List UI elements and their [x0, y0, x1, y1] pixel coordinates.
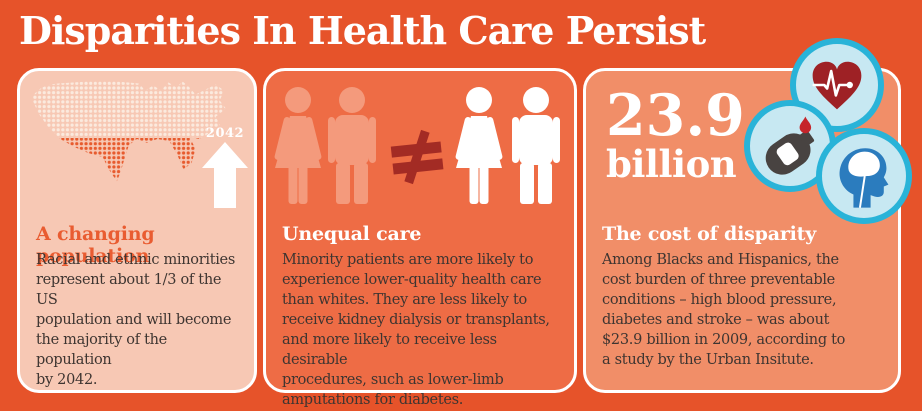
up-arrow-icon — [202, 142, 248, 208]
not-equal-icon — [390, 129, 444, 185]
woman-pictogram-salmon-icon — [274, 87, 322, 204]
page-title: Disparities In Health Care Persist — [19, 8, 706, 53]
head-brain-icon — [839, 148, 889, 209]
glucose-meter-icon — [765, 116, 815, 175]
cost-heading: The cost of disparity — [602, 223, 817, 245]
woman-pictogram-white-icon — [455, 87, 503, 204]
cost-stat-value: 23.9 — [606, 82, 745, 149]
panel-unequal-care: Unequal care Minority patients are more … — [263, 68, 577, 408]
panel-changing-population: 2042 A changing population Racial and et… — [17, 68, 257, 393]
year-arrow-group: 2042 — [201, 126, 249, 212]
head-brain-badge — [816, 128, 912, 224]
panel-cost-disparity: 23.9 billion The cost of disparity Among… — [583, 68, 901, 393]
cost-stat: 23.9 billion — [606, 87, 745, 183]
man-pictogram-white-icon — [512, 87, 560, 204]
heart-ekg-icon — [812, 61, 862, 110]
cost-stat-unit: billion — [606, 142, 737, 186]
population-body: Racial and ethnic minorities represent a… — [36, 252, 235, 388]
us-dotted-map-icon — [32, 80, 226, 182]
arrow-year-label: 2042 — [205, 126, 245, 141]
cost-body: Among Blacks and Hispanics, the cost bur… — [602, 252, 846, 368]
man-pictogram-salmon-icon — [328, 87, 376, 204]
care-body: Minority patients are more likely to exp… — [282, 252, 550, 408]
population-heading: A changing population — [36, 223, 155, 267]
medical-icons-cluster — [744, 38, 922, 224]
care-heading: Unequal care — [282, 223, 422, 245]
